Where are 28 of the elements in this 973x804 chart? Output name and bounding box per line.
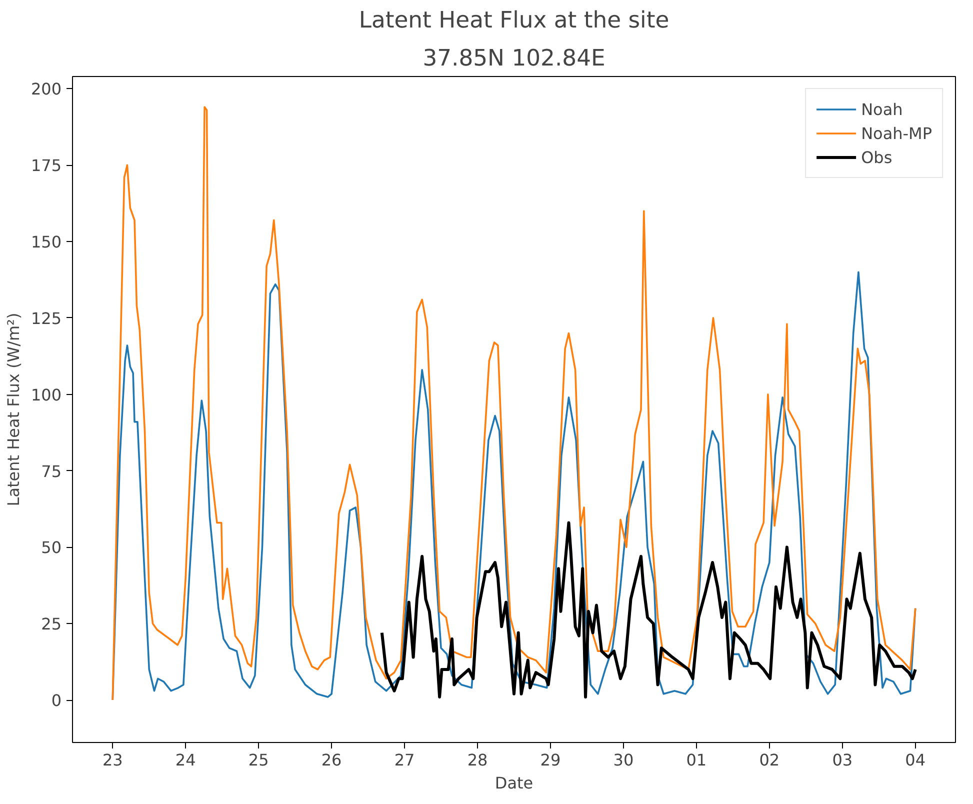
legend-label: Noah-MP [861,124,932,142]
y-tick-label: 75 [41,462,62,481]
x-tick-label: 04 [905,750,926,770]
chart-title: Latent Heat Flux at the site [358,8,670,34]
x-tick-label: 25 [248,750,269,770]
y-tick-label: 50 [41,538,62,558]
legend-label: Obs [861,148,892,166]
x-tick-label: 26 [321,750,342,770]
x-tick-label: 03 [832,750,853,770]
x-tick-label: 01 [686,750,707,770]
y-tick-label: 175 [30,156,62,176]
x-tick-label: 02 [759,750,780,770]
x-tick-label: 23 [102,750,123,770]
chart-subtitle: 37.85N 102.84E [422,46,606,72]
y-tick-label: 0 [51,691,62,710]
x-tick-label: 28 [467,750,488,770]
x-tick-label: 24 [175,750,196,770]
legend-label: Noah [861,100,903,118]
y-tick-label: 100 [30,385,62,404]
y-tick-label: 125 [30,308,62,328]
y-tick-label: 25 [41,614,62,634]
y-axis-title: Latent Heat Flux (W/m²) [4,312,23,506]
x-tick-label: 29 [540,750,561,770]
x-tick-label: 27 [394,750,415,770]
x-tick-label: 30 [613,750,634,770]
y-tick-label: 150 [30,232,62,252]
y-tick-label: 200 [30,80,62,99]
x-axis-title: Date [494,774,534,792]
